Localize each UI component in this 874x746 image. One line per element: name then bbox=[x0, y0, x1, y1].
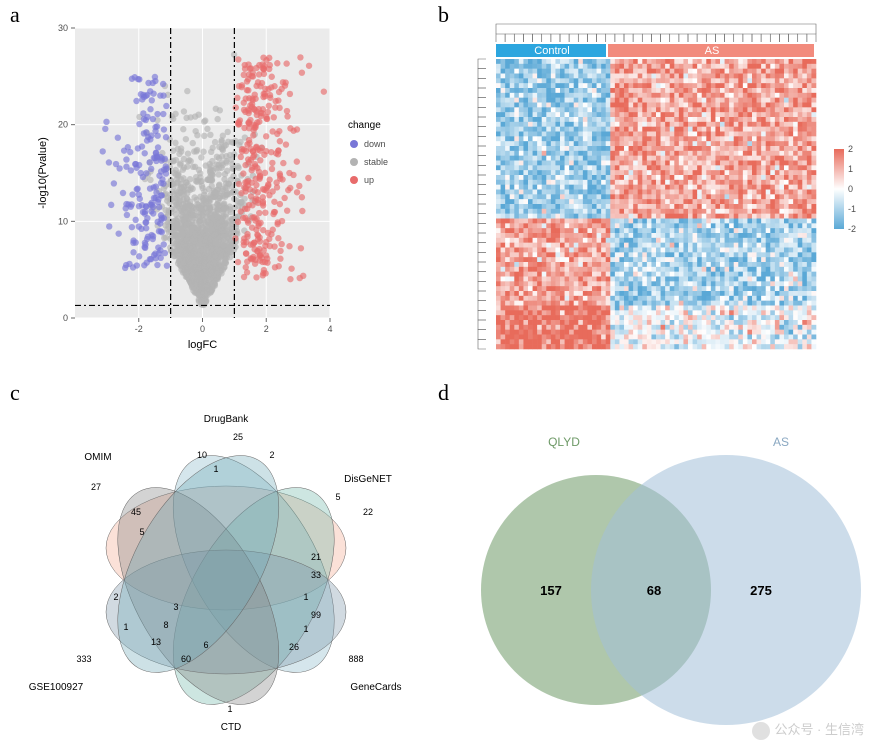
svg-text:0: 0 bbox=[63, 313, 68, 323]
wechat-icon bbox=[752, 722, 770, 740]
svg-text:20: 20 bbox=[58, 120, 68, 130]
svg-text:30: 30 bbox=[58, 23, 68, 33]
watermark: 公众号 · 生信湾 bbox=[752, 719, 864, 740]
svg-text:change: change bbox=[348, 120, 381, 131]
svg-text:10: 10 bbox=[58, 216, 68, 226]
svg-text:-2: -2 bbox=[135, 324, 143, 334]
svg-text:0: 0 bbox=[200, 324, 205, 334]
svg-text:2: 2 bbox=[264, 324, 269, 334]
panel-label-d: d bbox=[438, 380, 449, 406]
watermark-text: 公众号 · 生信湾 bbox=[774, 722, 864, 737]
svg-text:Control: Control bbox=[534, 45, 569, 57]
svg-text:AS: AS bbox=[705, 45, 720, 57]
heatmap: ControlAS210-1-2 bbox=[456, 14, 866, 364]
panel-label-b: b bbox=[438, 2, 449, 28]
svg-text:up: up bbox=[364, 175, 374, 185]
svg-text:stable: stable bbox=[364, 157, 388, 167]
panel-label-a: a bbox=[10, 2, 20, 28]
volcano-plot: -2 0 2 4 0 10 20 30 logFC -log10(Pvalue) change dow… bbox=[30, 18, 430, 358]
svg-text:-log10(Pvalue): -log10(Pvalue) bbox=[37, 137, 49, 209]
venn-6way: OMIMDrugBankDisGeNETGeneCardsCTDGSE10092… bbox=[16, 400, 436, 740]
svg-text:down: down bbox=[364, 139, 386, 149]
svg-text:4: 4 bbox=[327, 324, 332, 334]
svg-text:logFC: logFC bbox=[188, 339, 217, 351]
venn-2way: QLYDAS15727568 bbox=[456, 400, 866, 740]
